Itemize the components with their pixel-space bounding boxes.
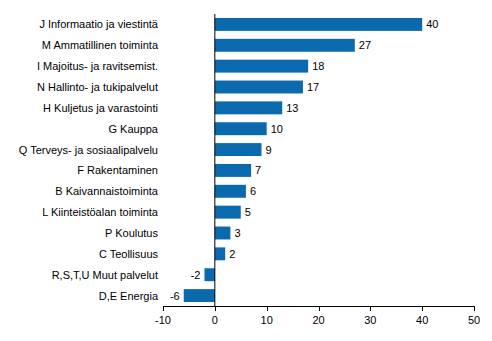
bar: [215, 122, 267, 135]
bar: [204, 268, 214, 281]
category-label: C Teollisuus: [99, 248, 159, 260]
tick: [319, 306, 320, 311]
bar: [215, 60, 308, 73]
bar: [215, 18, 422, 31]
data-label: 18: [312, 60, 324, 72]
category-label: J Informaatio ja viestintä: [39, 18, 158, 30]
zero-line: [214, 14, 215, 306]
category-label: N Hallinto- ja tukipalvelut: [37, 81, 158, 93]
data-label: 40: [426, 18, 438, 30]
category-label: F Rakentaminen: [77, 164, 158, 176]
data-label: 13: [286, 102, 298, 114]
bar: [215, 247, 225, 260]
chart: J Informaatio ja viestintä 40 M Ammatillin…: [0, 0, 492, 341]
tick: [422, 306, 423, 311]
bar: [184, 289, 215, 302]
tick: [215, 306, 216, 311]
tick-label: 40: [416, 314, 428, 326]
bars: [184, 18, 422, 302]
labels: J Informaatio ja viestintä 40 M Ammatillin…: [19, 18, 439, 301]
data-label: 5: [245, 206, 251, 218]
data-label: 10: [271, 123, 283, 135]
category-label: H Kuljetus ja varastointi: [43, 102, 158, 114]
data-label: 6: [250, 185, 256, 197]
bar: [215, 206, 241, 219]
category-label: D,E Energia: [99, 290, 159, 302]
bar: [215, 143, 262, 156]
tick: [267, 306, 268, 311]
x-axis: -10 0 10 20 30 40 50: [155, 306, 480, 326]
category-label: M Ammatillinen toiminta: [42, 39, 159, 51]
data-label: 2: [229, 248, 235, 260]
axis-line: [163, 306, 474, 307]
data-label: 27: [359, 39, 371, 51]
category-label: B Kaivannaistoiminta: [55, 185, 159, 197]
bar: [215, 185, 246, 198]
tick-label: -10: [155, 314, 171, 326]
bar: [215, 39, 355, 52]
data-label: 7: [255, 164, 261, 176]
data-label: 17: [307, 81, 319, 93]
data-label: -2: [191, 269, 201, 281]
tick: [474, 306, 475, 311]
data-label: -6: [170, 290, 180, 302]
category-label: Q Terveys- ja sosiaalipalvelu: [19, 144, 158, 156]
bar: [215, 164, 251, 177]
tick-label: 10: [261, 314, 273, 326]
category-label: R,S,T,U Muut palvelut: [52, 269, 158, 281]
category-label: G Kauppa: [108, 123, 158, 135]
tick-label: 50: [468, 314, 480, 326]
data-label: 3: [234, 227, 240, 239]
category-label: I Majoitus- ja ravitsemist.: [37, 60, 158, 72]
tick-label: 30: [364, 314, 376, 326]
tick: [163, 306, 164, 311]
tick-label: 20: [312, 314, 324, 326]
bar: [215, 227, 231, 240]
category-label: P Koulutus: [105, 227, 159, 239]
bar: [215, 101, 282, 114]
bar: [215, 81, 303, 94]
tick-label: 0: [212, 314, 218, 326]
data-label: 9: [265, 144, 271, 156]
tick: [370, 306, 371, 311]
category-label: L Kiinteistöalan toiminta: [42, 206, 159, 218]
